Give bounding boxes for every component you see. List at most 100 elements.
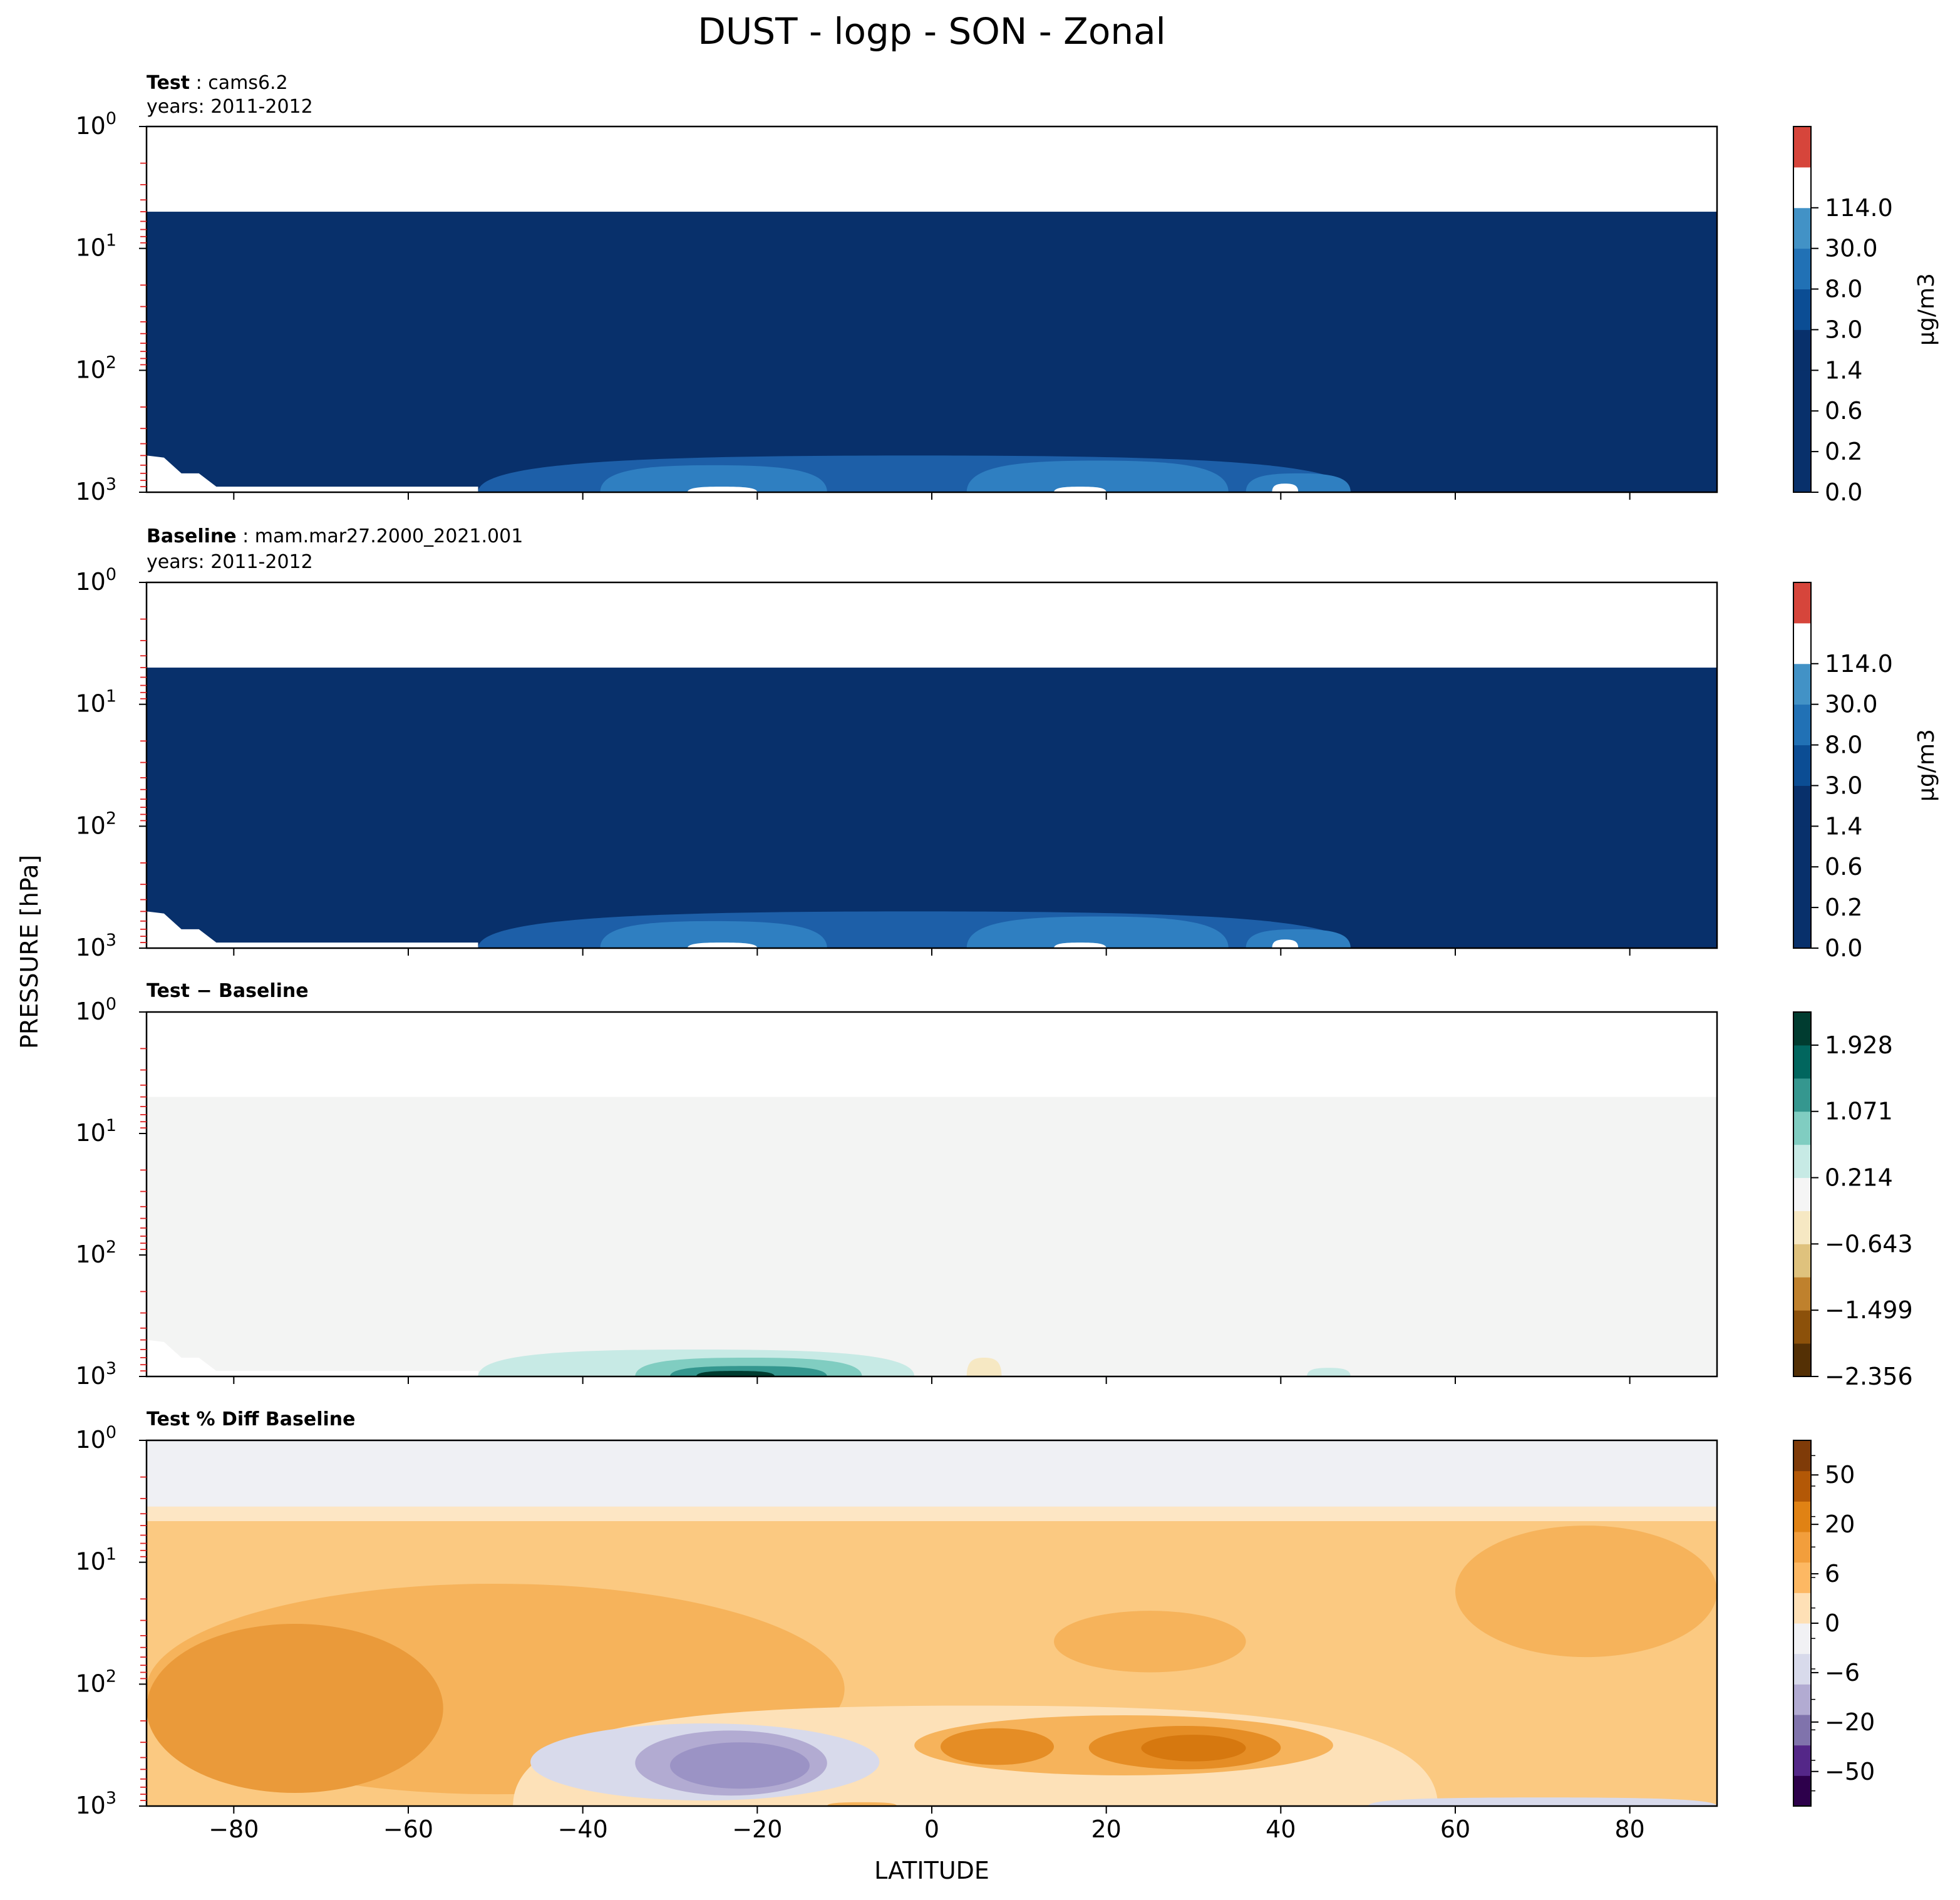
x-axis [233, 948, 1631, 956]
panel-title: Test : cams6.2 [147, 72, 288, 94]
colorbar-tick-label: −6 [1825, 1659, 1860, 1686]
field-fill [147, 1097, 1717, 1376]
colorbar-tick-label: 30.0 [1825, 235, 1878, 262]
y-tick-label: 100 [75, 1423, 116, 1453]
colorbar-segment [1793, 1045, 1811, 1079]
contour-region [827, 1802, 897, 1806]
colorbar-segment [1793, 1532, 1811, 1563]
y-tick-label: 102 [75, 353, 116, 383]
colorbar-segment [1793, 826, 1811, 867]
colorbar-tick-label: 8.0 [1825, 731, 1862, 759]
x-tick-label: 40 [1266, 1815, 1296, 1843]
colorbar-tick-label: 0 [1825, 1609, 1840, 1637]
colorbar-segment [1793, 248, 1811, 290]
case-label: Test [147, 72, 190, 94]
y-tick-label: 102 [75, 1666, 116, 1697]
colorbar-tick-label: 0.0 [1825, 478, 1862, 506]
colorbar-segment [1793, 663, 1811, 705]
y-tick-label: 101 [75, 687, 116, 718]
x-axis: −80 −60 −40 −20 0 20 40 60 80 [209, 1806, 1645, 1843]
colorbar-segment [1793, 1144, 1811, 1179]
colorbar-tick-label: 0.0 [1825, 934, 1862, 962]
colorbar-tick-label: 20 [1825, 1510, 1855, 1538]
colorbar-segment [1793, 167, 1811, 209]
y-tick-label: 100 [75, 109, 116, 140]
colorbar-tick-label: 1.928 [1825, 1031, 1893, 1059]
colorbar-tick-label: 0.6 [1825, 397, 1862, 425]
years-label: years: 2011-2012 [147, 96, 313, 118]
colorbar-tick-label: 0.2 [1825, 438, 1862, 465]
years-label: years: 2011-2012 [147, 551, 313, 573]
case-name: : cams6.2 [190, 72, 288, 94]
colorbar-label: μg/m3 [1914, 729, 1939, 802]
contour-region [966, 1357, 1002, 1376]
colorbar-tick-label: 6 [1825, 1560, 1840, 1588]
panel-title: Baseline : mam.mar27.2000_2021.001 [147, 525, 523, 547]
contour-region [670, 1742, 810, 1789]
colorbar-segment [1793, 785, 1811, 827]
contour-field [147, 1012, 1717, 1376]
contour-region [1368, 1797, 1717, 1806]
colorbar-segment [1793, 907, 1811, 949]
colorbar-tick-label: 1.4 [1825, 812, 1862, 840]
colorbar-segment [1793, 1211, 1811, 1244]
colorbar-tick-label: 114.0 [1825, 650, 1893, 678]
colorbar-segment [1793, 1501, 1811, 1532]
x-axis [233, 1376, 1631, 1384]
colorbar-segment [1793, 1343, 1811, 1377]
colorbar-segment [1793, 1593, 1811, 1624]
contour-region [687, 942, 758, 948]
contour-region [1054, 1611, 1246, 1673]
colorbar-tick-label: 1.071 [1825, 1098, 1893, 1125]
y-axis: 100 101 102 103 [75, 109, 147, 505]
y-tick-label: 100 [75, 565, 116, 596]
colorbar-tick-label: 30.0 [1825, 691, 1878, 718]
contour-region [147, 1624, 443, 1793]
y-tick-label: 103 [75, 1789, 116, 1819]
panel-title: Test − Baseline [147, 980, 309, 1002]
colorbar-segment [1793, 1111, 1811, 1145]
missing-data-region [147, 455, 478, 492]
colorbar-segment [1793, 867, 1811, 908]
colorbar-segment [1793, 289, 1811, 330]
colorbar-segment [1793, 1623, 1811, 1655]
y-tick-label: 103 [75, 1359, 116, 1390]
colorbar-tick-label: 0.214 [1825, 1164, 1893, 1192]
contour-region [940, 1728, 1055, 1765]
y-tick-label: 103 [75, 931, 116, 961]
contour-region [966, 916, 1229, 948]
colorbar-tick-label: 0.2 [1825, 894, 1862, 921]
y-tick-label: 102 [75, 808, 116, 839]
colorbar-segment [1793, 126, 1811, 168]
colorbar-segment [1793, 1244, 1811, 1278]
contour-region [600, 921, 827, 948]
colorbar-frame [1793, 582, 1812, 949]
colorbar-segment [1793, 452, 1811, 493]
colorbar-tick-label: −20 [1825, 1708, 1875, 1736]
colorbar-segment [1793, 370, 1811, 411]
colorbar-segment [1793, 1745, 1811, 1776]
case-name: : mam.mar27.2000_2021.001 [237, 525, 524, 547]
y-axis: 100 101 102 103 [75, 565, 147, 961]
contour-region [1246, 929, 1351, 948]
case-label: Baseline [147, 525, 237, 547]
colorbar: −2.356 −1.499 −0.643 0.214 1.071 1.928 [1793, 1011, 1913, 1390]
contour-region [696, 1371, 775, 1376]
x-tick-label: −80 [209, 1815, 259, 1843]
colorbar-label: μg/m3 [1914, 273, 1939, 346]
colorbar-segment [1793, 1775, 1811, 1807]
contour-region [687, 487, 758, 492]
contour-region [1054, 942, 1106, 948]
colorbar-segment [1793, 1310, 1811, 1344]
field-fill [147, 212, 1717, 492]
colorbar-segment [1793, 1177, 1811, 1211]
panel-title: Test % Diff Baseline [147, 1408, 356, 1430]
y-axis: 100 101 102 103 [75, 1423, 147, 1819]
missing-data-region [147, 1340, 478, 1376]
contour-region [1272, 939, 1299, 948]
case-label: Test % Diff Baseline [147, 1408, 356, 1430]
colorbar-segment [1793, 1653, 1811, 1685]
contour-region [1141, 1735, 1246, 1762]
